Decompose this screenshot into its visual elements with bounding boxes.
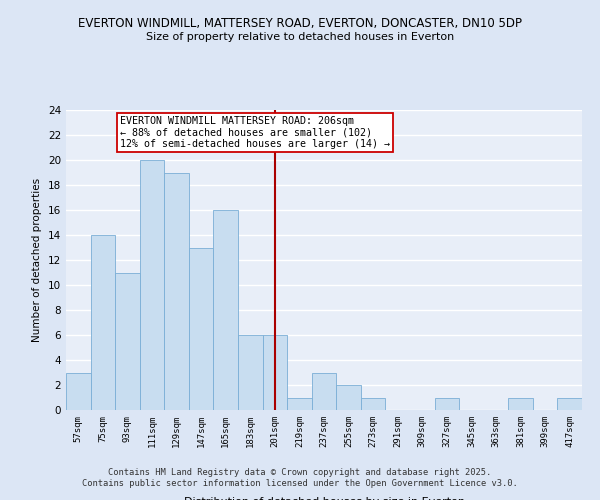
Bar <box>263 335 287 410</box>
Bar <box>115 272 140 410</box>
Bar <box>66 372 91 410</box>
Bar <box>189 248 214 410</box>
Bar <box>91 235 115 410</box>
Text: EVERTON WINDMILL MATTERSEY ROAD: 206sqm
← 88% of detached houses are smaller (10: EVERTON WINDMILL MATTERSEY ROAD: 206sqm … <box>120 116 390 150</box>
Bar <box>434 398 459 410</box>
Bar <box>140 160 164 410</box>
Bar <box>238 335 263 410</box>
Bar <box>214 210 238 410</box>
Bar <box>287 398 312 410</box>
X-axis label: Distribution of detached houses by size in Everton: Distribution of detached houses by size … <box>184 497 464 500</box>
Text: EVERTON WINDMILL, MATTERSEY ROAD, EVERTON, DONCASTER, DN10 5DP: EVERTON WINDMILL, MATTERSEY ROAD, EVERTO… <box>78 18 522 30</box>
Bar <box>557 398 582 410</box>
Bar <box>336 385 361 410</box>
Text: Size of property relative to detached houses in Everton: Size of property relative to detached ho… <box>146 32 454 42</box>
Bar <box>508 398 533 410</box>
Bar <box>312 372 336 410</box>
Text: Contains HM Land Registry data © Crown copyright and database right 2025.
Contai: Contains HM Land Registry data © Crown c… <box>82 468 518 487</box>
Bar <box>164 172 189 410</box>
Y-axis label: Number of detached properties: Number of detached properties <box>32 178 43 342</box>
Bar <box>361 398 385 410</box>
